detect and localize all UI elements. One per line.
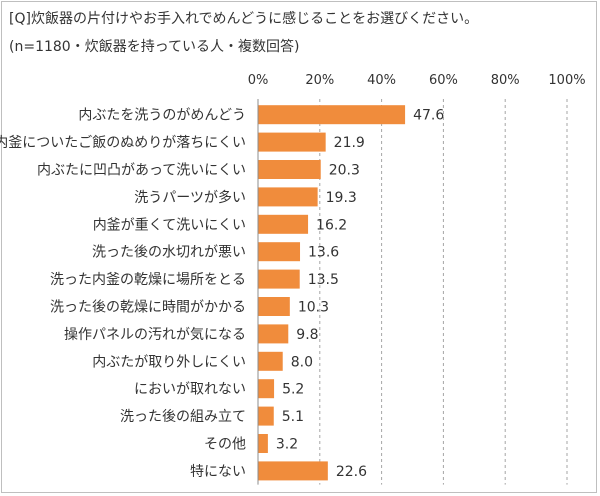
bar: [258, 434, 268, 453]
bar: [258, 406, 274, 426]
x-tick-label: 20%: [305, 73, 334, 88]
bar: [258, 187, 318, 207]
category-label: 内釜についたご飯のぬめりが落ちにくい: [0, 134, 246, 151]
category-label: 特にない: [190, 464, 246, 480]
category-label: 内ぶたに凹凸があって洗いにくい: [37, 163, 246, 179]
category-label: 洗った内釜の乾燥に場所をとる: [50, 272, 246, 288]
value-labels: 47.6 21.9 20.3 19.3 16.2 13.6 13.5 10.3 9.8 8.0 5.…: [276, 108, 444, 480]
bar: [258, 269, 300, 289]
value-label: 5.1: [282, 409, 304, 425]
bar: [258, 105, 406, 125]
value-label: 19.3: [326, 190, 357, 206]
x-axis-ticks: 0% 20% 40% 60% 80% 100%: [248, 73, 586, 88]
bar: [258, 242, 301, 262]
bar: [258, 132, 326, 152]
category-label: 洗った後の組み立て: [120, 409, 246, 425]
value-label: 13.6: [308, 245, 339, 261]
x-tick-label: 100%: [548, 73, 585, 88]
bar: [258, 160, 321, 179]
chart-subtitle: (n=1180・炊飯器を持っている人・複数回答): [9, 39, 300, 55]
value-label: 5.2: [282, 382, 304, 398]
category-label: 操作パネルの汚れが気になる: [64, 327, 246, 343]
gridlines: [319, 99, 568, 485]
bar: [258, 379, 275, 399]
category-label: その他: [204, 437, 246, 453]
category-label: 洗うパーツが多い: [134, 189, 246, 206]
value-label: 20.3: [329, 163, 360, 179]
value-label: 21.9: [334, 135, 365, 151]
x-tick-label: 60%: [429, 73, 458, 88]
x-tick-label: 80%: [491, 73, 520, 88]
bar: [258, 324, 289, 344]
value-label: 10.3: [298, 300, 329, 316]
category-label: においが取れない: [134, 382, 246, 398]
value-label: 16.2: [316, 217, 347, 233]
value-label: 8.0: [291, 354, 313, 370]
value-label: 9.8: [296, 327, 318, 343]
category-labels: 内ぶたを洗うのがめんどう内釜についたご飯のぬめりが落ちにくい内ぶたに凹凸があって…: [0, 108, 246, 480]
value-label: 22.6: [336, 464, 367, 480]
category-label: 洗った後の乾燥に時間がかかる: [50, 300, 246, 316]
bar: [258, 351, 283, 371]
category-label: 内釜が重くて洗いにくい: [93, 217, 246, 233]
bars: [258, 105, 406, 481]
bar: [258, 297, 290, 316]
x-tick-label: 0%: [248, 73, 269, 88]
category-label: 洗った後の水切れが悪い: [92, 245, 246, 261]
value-label: 3.2: [276, 437, 298, 453]
value-label: 47.6: [413, 108, 444, 124]
category-label: 内ぶたを洗うのがめんどう: [78, 108, 246, 124]
value-label: 13.5: [308, 272, 339, 288]
chart-title: [Q]炊飯器の片付けやお手入れでめんどうに感じることをお選びください。: [9, 11, 479, 27]
category-label: 内ぶたが取り外しにくい: [92, 354, 246, 370]
bar: [258, 214, 309, 234]
x-tick-label: 40%: [367, 73, 396, 88]
bar: [258, 461, 328, 481]
